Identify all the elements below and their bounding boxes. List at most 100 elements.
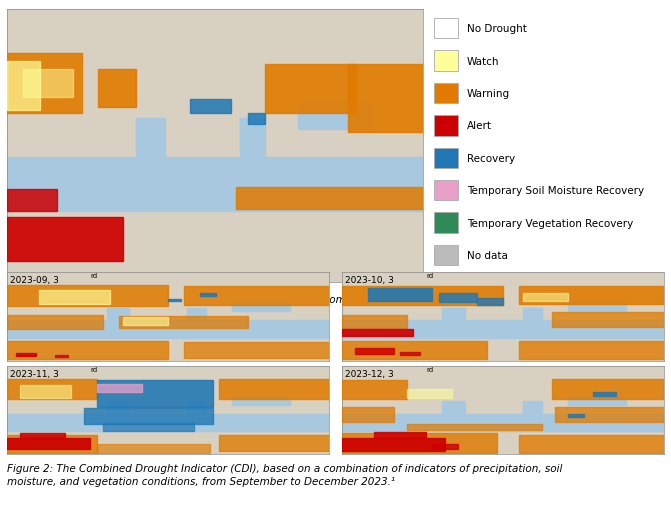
Bar xyxy=(342,438,446,451)
Text: No Drought: No Drought xyxy=(467,24,527,34)
Bar xyxy=(7,273,329,308)
Bar xyxy=(7,285,168,306)
Bar xyxy=(7,158,423,212)
Bar xyxy=(7,315,103,329)
Bar xyxy=(7,320,329,338)
Bar xyxy=(119,316,248,328)
Text: 2023-09, 3: 2023-09, 3 xyxy=(10,275,59,284)
Bar xyxy=(7,338,329,361)
Bar xyxy=(97,380,213,407)
FancyBboxPatch shape xyxy=(434,245,458,266)
Bar xyxy=(400,352,419,356)
Text: rd: rd xyxy=(91,273,97,279)
Bar xyxy=(7,431,329,454)
Bar xyxy=(342,315,407,328)
FancyBboxPatch shape xyxy=(434,52,458,72)
Text: Watch: Watch xyxy=(467,57,499,67)
Bar xyxy=(7,119,423,193)
Bar xyxy=(439,294,478,303)
Bar xyxy=(7,212,423,283)
Bar xyxy=(19,433,64,438)
Bar xyxy=(568,396,625,405)
FancyBboxPatch shape xyxy=(434,181,458,201)
FancyBboxPatch shape xyxy=(434,213,458,233)
Bar xyxy=(103,423,193,431)
Text: Warning: Warning xyxy=(467,89,510,99)
Bar xyxy=(97,384,142,393)
Bar xyxy=(342,320,664,338)
Bar xyxy=(342,286,503,306)
Bar xyxy=(342,308,664,332)
Bar xyxy=(555,408,664,422)
Bar xyxy=(342,380,407,400)
Bar xyxy=(407,389,452,398)
Bar xyxy=(123,317,168,326)
Bar xyxy=(7,401,329,425)
Text: Figure 2: The Combined Drought Indicator (CDI), based on a combination of indica: Figure 2: The Combined Drought Indicator… xyxy=(7,463,562,486)
Text: Recovery: Recovery xyxy=(467,154,515,164)
Text: Temporary Soil Moisture Recovery: Temporary Soil Moisture Recovery xyxy=(467,186,644,196)
Bar xyxy=(7,366,329,401)
Bar xyxy=(368,289,432,301)
Text: Figure 1: The Combined Drought Indicator (CDI), based on a combination of indica: Figure 1: The Combined Drought Indicator… xyxy=(7,294,562,318)
Bar xyxy=(7,438,91,449)
Bar xyxy=(348,65,423,133)
Bar xyxy=(342,414,664,431)
Bar xyxy=(7,190,56,212)
FancyBboxPatch shape xyxy=(434,148,458,169)
Text: rd: rd xyxy=(91,366,97,372)
Bar xyxy=(7,217,123,261)
Bar xyxy=(107,308,129,320)
Bar xyxy=(568,414,584,417)
Bar xyxy=(355,348,394,354)
Bar xyxy=(219,379,329,399)
Text: No data: No data xyxy=(467,250,508,261)
Bar xyxy=(84,409,213,424)
Bar xyxy=(190,100,231,114)
Bar xyxy=(342,329,413,336)
Bar xyxy=(7,341,168,360)
Text: 2023-11, 3: 2023-11, 3 xyxy=(10,369,59,378)
Bar xyxy=(184,342,329,359)
Bar xyxy=(7,54,82,114)
Bar xyxy=(568,303,625,312)
Bar xyxy=(523,308,542,322)
Bar xyxy=(7,435,97,452)
Bar xyxy=(519,341,664,360)
Bar xyxy=(7,10,423,119)
Bar xyxy=(240,119,264,163)
Bar xyxy=(187,308,207,322)
Bar xyxy=(200,293,216,296)
Bar xyxy=(432,444,458,449)
Text: rd: rd xyxy=(426,273,433,279)
Bar xyxy=(374,432,426,438)
Bar xyxy=(442,401,464,414)
FancyBboxPatch shape xyxy=(434,116,458,136)
Bar xyxy=(7,379,97,400)
Bar xyxy=(16,353,36,357)
Bar xyxy=(23,70,73,97)
Bar xyxy=(519,435,664,452)
Bar xyxy=(342,433,497,452)
Bar xyxy=(7,62,40,111)
Bar xyxy=(248,114,264,125)
Bar xyxy=(136,119,165,158)
Bar xyxy=(342,366,664,401)
Bar xyxy=(342,401,664,425)
Bar xyxy=(342,338,664,361)
FancyBboxPatch shape xyxy=(434,19,458,39)
Bar xyxy=(168,299,180,302)
Bar xyxy=(478,298,503,306)
Text: 2023-10, 3: 2023-10, 3 xyxy=(346,275,395,284)
Bar xyxy=(264,65,356,114)
Bar xyxy=(552,313,664,327)
Bar xyxy=(187,401,207,416)
Bar xyxy=(342,431,664,454)
Bar xyxy=(342,408,394,422)
Bar xyxy=(107,401,129,414)
Bar xyxy=(298,103,373,130)
Bar xyxy=(523,293,568,302)
Bar xyxy=(593,392,616,396)
Bar xyxy=(55,355,68,358)
Bar xyxy=(342,341,487,360)
